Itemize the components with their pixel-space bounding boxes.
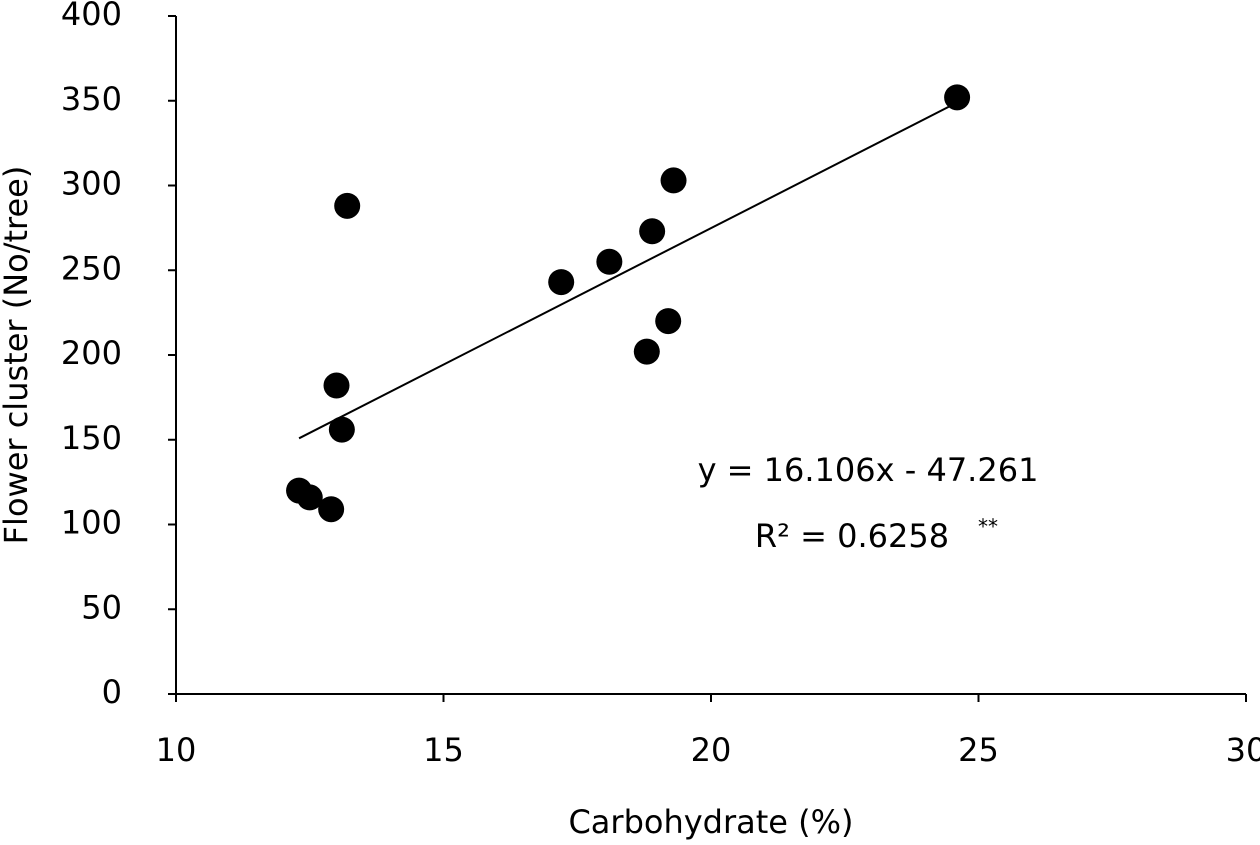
y-tick-label: 350 <box>61 80 122 118</box>
y-tick-label: 300 <box>61 165 122 203</box>
point <box>328 416 355 443</box>
y-tick-label: 100 <box>61 504 122 542</box>
point <box>596 248 623 275</box>
y-tick-label: 50 <box>81 588 122 626</box>
point <box>639 218 666 245</box>
point <box>633 338 660 365</box>
x-axis-title: Carbohydrate (%) <box>568 803 853 841</box>
y-tick-label: 0 <box>102 673 122 711</box>
point <box>334 192 361 219</box>
point <box>296 484 323 511</box>
point <box>323 372 350 399</box>
x-tick-label: 20 <box>691 731 732 769</box>
point <box>655 308 682 335</box>
y-tick-label: 250 <box>61 249 122 287</box>
x-tick-label: 15 <box>423 731 464 769</box>
x-tick-label: 10 <box>156 731 197 769</box>
trend-line <box>298 101 958 440</box>
y-tick-label: 200 <box>61 334 122 372</box>
point <box>944 84 971 111</box>
point <box>318 496 345 523</box>
r-squared: R² = 0.6258 <box>755 517 949 555</box>
point <box>660 167 687 194</box>
y-axis-title: Flower cluster (No/tree) <box>0 166 35 545</box>
y-tick-label: 400 <box>61 0 122 33</box>
x-tick-label: 30 <box>1226 731 1260 769</box>
trend-equation: y = 16.106x - 47.261 <box>698 451 1039 489</box>
point <box>548 269 575 296</box>
x-tick-label: 25 <box>958 731 999 769</box>
y-tick-label: 150 <box>61 419 122 457</box>
significance: ** <box>978 515 998 539</box>
